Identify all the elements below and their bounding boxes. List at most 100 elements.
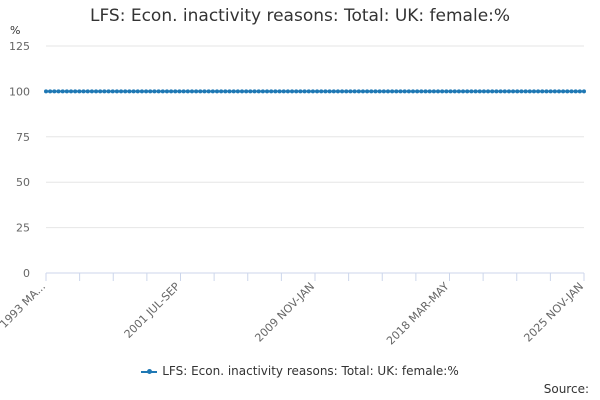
data-point <box>373 89 378 94</box>
y-tick-label-50: 50 <box>16 176 30 189</box>
legend[interactable]: LFS: Econ. inactivity reasons: Total: UK… <box>0 364 600 378</box>
data-point <box>556 89 561 94</box>
legend-swatch <box>141 368 158 374</box>
y-tick-label-100: 100 <box>9 85 30 98</box>
data-point <box>331 89 336 94</box>
data-point <box>206 89 211 94</box>
data-point <box>452 89 457 94</box>
data-point <box>569 89 574 94</box>
data-point <box>448 89 453 94</box>
data-point <box>385 89 390 94</box>
data-point <box>94 89 99 94</box>
data-point <box>290 89 295 94</box>
data-point <box>477 89 482 94</box>
data-point <box>461 89 466 94</box>
data-point <box>348 89 353 94</box>
x-axis <box>45 272 585 281</box>
data-point <box>502 89 507 94</box>
data-point <box>119 89 124 94</box>
data-point <box>144 89 149 94</box>
data-point <box>269 89 274 94</box>
data-point <box>390 89 395 94</box>
data-point <box>369 89 374 94</box>
data-point <box>481 89 486 94</box>
data-point <box>127 89 132 94</box>
data-point <box>394 89 399 94</box>
x-axis-ticks: 1993 MA... 2001 JUL-SEP 2009 NOV-JAN 2018 M… <box>0 280 586 348</box>
data-point <box>469 89 474 94</box>
data-point <box>277 89 282 94</box>
y-tick-label-75: 75 <box>16 131 30 144</box>
data-point <box>231 89 236 94</box>
y-tick-label-25: 25 <box>16 222 30 235</box>
data-point <box>177 89 182 94</box>
series-layer <box>44 89 586 94</box>
data-point <box>281 89 286 94</box>
data-point <box>85 89 90 94</box>
y-tick-label-125: 125 <box>9 40 30 53</box>
data-point <box>52 89 57 94</box>
data-point <box>164 89 169 94</box>
data-point <box>506 89 511 94</box>
chart-title: LFS: Econ. inactivity reasons: Total: UK… <box>89 6 511 26</box>
data-point <box>294 89 299 94</box>
data-point <box>436 89 441 94</box>
legend-label: LFS: Econ. inactivity reasons: Total: UK… <box>162 364 459 378</box>
data-point <box>431 89 436 94</box>
data-point <box>135 89 140 94</box>
data-point <box>523 89 528 94</box>
data-point <box>223 89 228 94</box>
source-label: Source: <box>543 382 589 396</box>
data-point <box>244 89 249 94</box>
data-point <box>152 89 157 94</box>
data-point <box>544 89 549 94</box>
data-point <box>73 89 78 94</box>
data-point <box>440 89 445 94</box>
data-point <box>511 89 516 94</box>
data-point <box>402 89 407 94</box>
data-point <box>398 89 403 94</box>
data-point <box>181 89 186 94</box>
data-point <box>531 89 536 94</box>
data-point <box>265 89 270 94</box>
data-point <box>64 89 69 94</box>
data-point <box>273 89 278 94</box>
data-point <box>344 89 349 94</box>
x-tick-label-0: 1993 MA... <box>0 280 48 331</box>
data-point <box>465 89 470 94</box>
data-point <box>139 89 144 94</box>
data-point <box>169 89 174 94</box>
data-point <box>156 89 161 94</box>
data-point <box>352 89 357 94</box>
data-point <box>490 89 495 94</box>
x-tick-label-3: 2018 MAR-MAY <box>384 280 452 348</box>
data-point <box>77 89 82 94</box>
data-point <box>536 89 541 94</box>
data-point <box>573 89 578 94</box>
y-tick-label-0: 0 <box>23 267 30 280</box>
data-point <box>486 89 491 94</box>
data-point <box>519 89 524 94</box>
data-point <box>411 89 416 94</box>
data-point <box>194 89 199 94</box>
data-point <box>173 89 178 94</box>
data-point <box>98 89 103 94</box>
data-point <box>252 89 257 94</box>
data-point <box>582 89 586 94</box>
data-point <box>498 89 503 94</box>
data-point <box>515 89 520 94</box>
data-point <box>160 89 165 94</box>
data-point <box>202 89 207 94</box>
data-point <box>427 89 432 94</box>
data-point <box>406 89 411 94</box>
data-point <box>110 89 115 94</box>
data-point <box>198 89 203 94</box>
data-point <box>335 89 340 94</box>
data-point <box>285 89 290 94</box>
data-point <box>494 89 499 94</box>
data-point <box>81 89 86 94</box>
data-point <box>565 89 570 94</box>
data-point <box>340 89 345 94</box>
gridlines <box>46 45 584 274</box>
data-point <box>356 89 361 94</box>
